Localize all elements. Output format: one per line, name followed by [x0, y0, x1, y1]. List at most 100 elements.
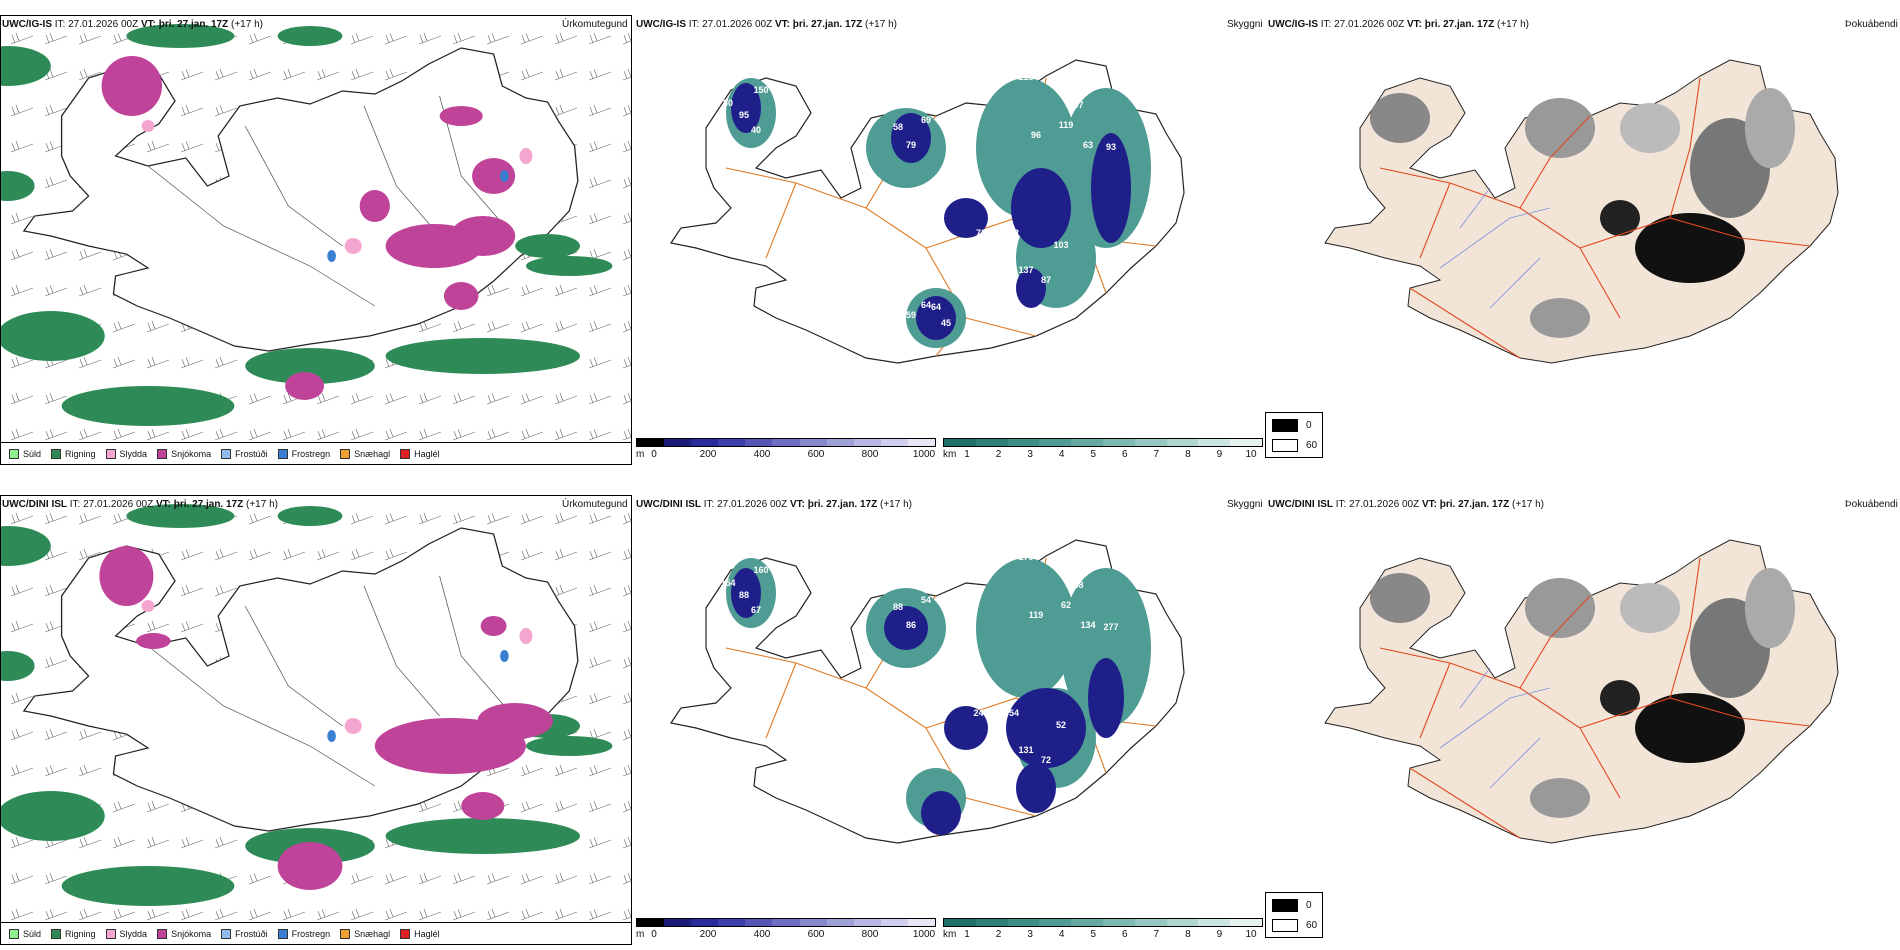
ceiling-value-label: 54	[921, 595, 931, 605]
legend-item: Haglél	[400, 929, 440, 939]
wind-barb	[146, 836, 170, 849]
ceiling-value-label: 64	[921, 300, 931, 310]
ceiling-value-label: 277	[1103, 622, 1118, 632]
ceiling-value-label: 137	[1018, 265, 1033, 275]
wind-barb	[282, 68, 306, 81]
precip-map	[1, 504, 631, 921]
legend-label: Frostúði	[235, 929, 268, 939]
wind-barb	[214, 836, 238, 849]
colorbar-tick: 6	[1121, 929, 1128, 940]
ceiling-value-label: 66	[916, 215, 926, 225]
wind-barb	[588, 68, 612, 81]
rain-area	[1, 526, 51, 566]
wind-barb	[622, 284, 631, 297]
legend-item: Súld	[9, 449, 41, 459]
wind-barb	[180, 356, 204, 369]
wind-barb	[146, 800, 170, 813]
wind-barb	[248, 512, 272, 525]
wind-barb	[282, 548, 306, 561]
legend-label: Súld	[23, 929, 42, 939]
wind-barb	[520, 68, 544, 81]
wind-barb	[350, 548, 374, 561]
model-name: UWC/DINI ISL	[636, 499, 701, 510]
wind-barb	[78, 428, 102, 441]
wind-barb	[214, 68, 238, 81]
colorbar-cell	[880, 439, 908, 446]
wind-barb	[316, 392, 340, 405]
wind-barb	[520, 800, 544, 813]
lead-time: (+17 h)	[1497, 19, 1529, 30]
wind-barb	[44, 248, 68, 261]
init-time-label: IT:	[54, 19, 66, 30]
ceiling-value-label: 154	[728, 552, 743, 562]
wind-barb	[622, 104, 631, 117]
wind-barb	[520, 320, 544, 333]
rain-area	[515, 234, 580, 258]
wind-barb	[622, 512, 631, 525]
init-time-label: IT:	[703, 499, 715, 510]
colorbar-cell	[799, 439, 827, 446]
sleet-area	[519, 628, 533, 644]
colorbar-tick: 5	[1090, 449, 1096, 460]
colorbar-tick: 200	[699, 449, 717, 460]
fog-index-area	[1530, 778, 1590, 818]
legend-label: Haglél	[414, 929, 440, 939]
wind-barb	[10, 764, 34, 777]
wind-barb	[588, 656, 612, 669]
panel-title: UWC/IG-IS IT: 27.01.2026 00Z VT: þri. 27…	[636, 19, 897, 30]
legend-label: Frostregn	[291, 449, 331, 459]
legend-item: Frostregn	[277, 449, 331, 459]
ceiling-value-label: 40	[751, 125, 761, 135]
fog-map	[1324, 539, 1839, 844]
visibility-unit: km	[943, 929, 957, 940]
wind-barb	[554, 800, 578, 813]
wind-barb	[588, 212, 612, 225]
wind-barb	[520, 512, 544, 525]
legend-label: Slydda	[119, 929, 148, 939]
wind-barb	[588, 908, 612, 921]
wind-barb	[248, 872, 272, 885]
wind-barb	[10, 836, 34, 849]
colorbar-cell	[799, 919, 827, 926]
legend-swatch	[221, 449, 232, 459]
wind-barb	[112, 356, 136, 369]
wind-barb	[622, 428, 631, 441]
init-time-label: IT:	[1320, 19, 1332, 30]
panel-title: UWC/IG-IS IT: 27.01.2026 00Z VT: þri. 27…	[2, 19, 263, 30]
ceiling-value-label: 130	[948, 170, 963, 180]
ceiling-value-label: 45	[941, 318, 951, 328]
wind-barb	[112, 836, 136, 849]
wind-barb	[622, 764, 631, 777]
wind-barb	[588, 548, 612, 561]
wind-barb	[384, 68, 408, 81]
wind-barb	[78, 248, 102, 261]
wind-barb	[622, 548, 631, 561]
wind-barb	[214, 356, 238, 369]
panel-variable-name: Skyggni	[1227, 19, 1263, 30]
wind-barb	[44, 764, 68, 777]
init-time-label: IT:	[688, 19, 700, 30]
rain-area	[1, 171, 35, 201]
lead-time: (+17 h)	[246, 499, 278, 510]
wind-barb	[78, 548, 102, 561]
wind-barb	[418, 428, 442, 441]
ceiling-value-label: 72	[976, 228, 986, 238]
wind-barb	[554, 32, 578, 45]
colorbar-tick: 1	[964, 449, 970, 460]
fog-legend-label: 0	[1306, 420, 1312, 431]
colorbar-cell	[1039, 439, 1072, 446]
wind-barb	[452, 320, 476, 333]
init-time-label: IT:	[1335, 499, 1347, 510]
wind-barb	[588, 584, 612, 597]
wind-barb	[316, 428, 340, 441]
rain-area	[277, 506, 343, 526]
wind-barb	[316, 68, 340, 81]
snow-area	[359, 190, 390, 222]
wind-barb	[554, 320, 578, 333]
sleet-area	[141, 600, 155, 612]
colorbar-cell	[907, 439, 936, 446]
low-ceiling-area	[1011, 168, 1071, 248]
valid-time-label: VT:	[1406, 19, 1422, 30]
colorbar-tick: 7	[1153, 929, 1160, 940]
legend-item: Súld	[9, 929, 41, 939]
